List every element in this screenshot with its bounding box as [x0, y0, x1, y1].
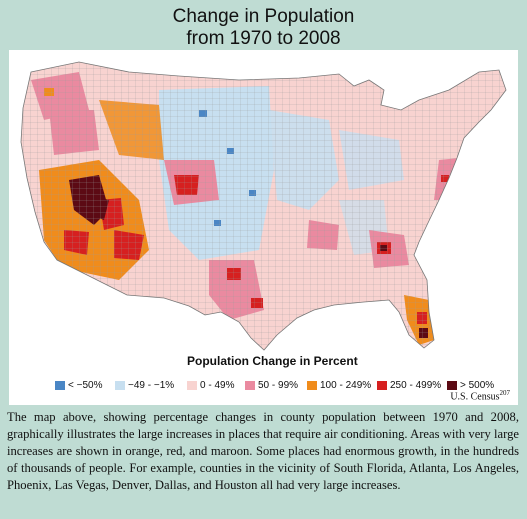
title-line-2: from 1970 to 2008	[186, 28, 341, 49]
legend-item: 100 - 249%	[307, 380, 371, 391]
title-line-1: Change in Population	[172, 6, 355, 27]
legend-swatch	[307, 381, 317, 390]
source-ref: 207	[499, 389, 511, 397]
legend-label: 250 - 499%	[390, 380, 442, 391]
legend-item: > 500%	[447, 380, 494, 391]
legend-label: 0 - 49%	[200, 380, 235, 391]
legend-swatch	[187, 381, 197, 390]
legend-item: 0 - 49%	[187, 380, 234, 391]
legend-label: 50 - 99%	[258, 380, 299, 391]
us-outline	[20, 61, 507, 351]
legend-item: −49 - −1%	[115, 380, 174, 391]
legend-item: 250 - 499%	[377, 380, 441, 391]
us-map-fill	[21, 62, 506, 350]
caption-text: The map above, showing percentage change…	[7, 410, 519, 492]
legend-label: < −50%	[68, 380, 103, 391]
legend-swatch	[377, 381, 387, 390]
map-title: Change in Population from 1970 to 2008	[0, 6, 527, 50]
legend-item: < −50%	[55, 380, 102, 391]
legend-title: Population Change in Percent	[187, 354, 358, 368]
legend-swatch	[245, 381, 255, 390]
us-county-map	[20, 61, 507, 351]
legend-swatch	[55, 381, 65, 390]
legend-item: 50 - 99%	[245, 380, 298, 391]
legend-label: > 500%	[460, 380, 495, 391]
legend-swatch	[447, 381, 457, 390]
legend-label: 100 - 249%	[320, 380, 372, 391]
map-panel: Population Change in Percent < −50% −49 …	[9, 50, 518, 405]
legend-label: −49 - −1%	[128, 380, 175, 391]
legend-swatch	[115, 381, 125, 390]
source-text: U.S. Census	[450, 391, 500, 403]
source-credit: U.S. Census207	[450, 389, 510, 402]
